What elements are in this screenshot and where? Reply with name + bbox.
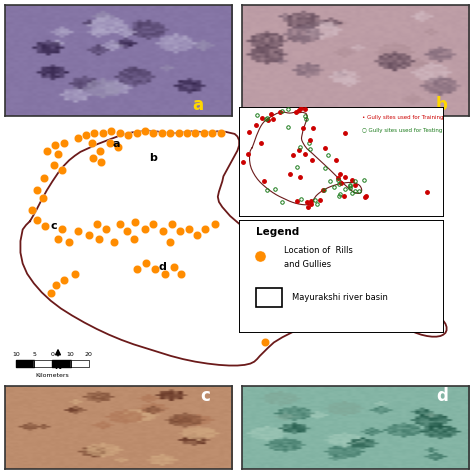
Text: d: d <box>436 387 448 405</box>
Text: 10: 10 <box>67 352 74 357</box>
Text: and Gullies: and Gullies <box>284 261 331 269</box>
Text: b: b <box>436 96 448 114</box>
Text: Legend: Legend <box>255 227 299 237</box>
Text: Mayurakshi river basin: Mayurakshi river basin <box>292 293 388 302</box>
Text: • Gully sites used for Training: • Gully sites used for Training <box>362 115 443 120</box>
Text: 0: 0 <box>50 352 55 357</box>
Text: ○ Gully sites used for Testing: ○ Gully sites used for Testing <box>362 128 442 133</box>
Text: 10: 10 <box>12 352 20 357</box>
Text: a: a <box>112 139 119 149</box>
Text: c: c <box>51 221 57 231</box>
Text: a: a <box>192 96 204 114</box>
Text: Location of  Rills: Location of Rills <box>284 246 353 255</box>
FancyBboxPatch shape <box>255 288 282 307</box>
Text: Kilometers: Kilometers <box>36 373 69 378</box>
Text: 5: 5 <box>32 352 36 357</box>
Text: d: d <box>159 263 167 273</box>
Text: N: N <box>55 362 62 371</box>
Text: 20: 20 <box>85 352 93 357</box>
Text: c: c <box>200 387 210 405</box>
Text: b: b <box>149 153 157 163</box>
